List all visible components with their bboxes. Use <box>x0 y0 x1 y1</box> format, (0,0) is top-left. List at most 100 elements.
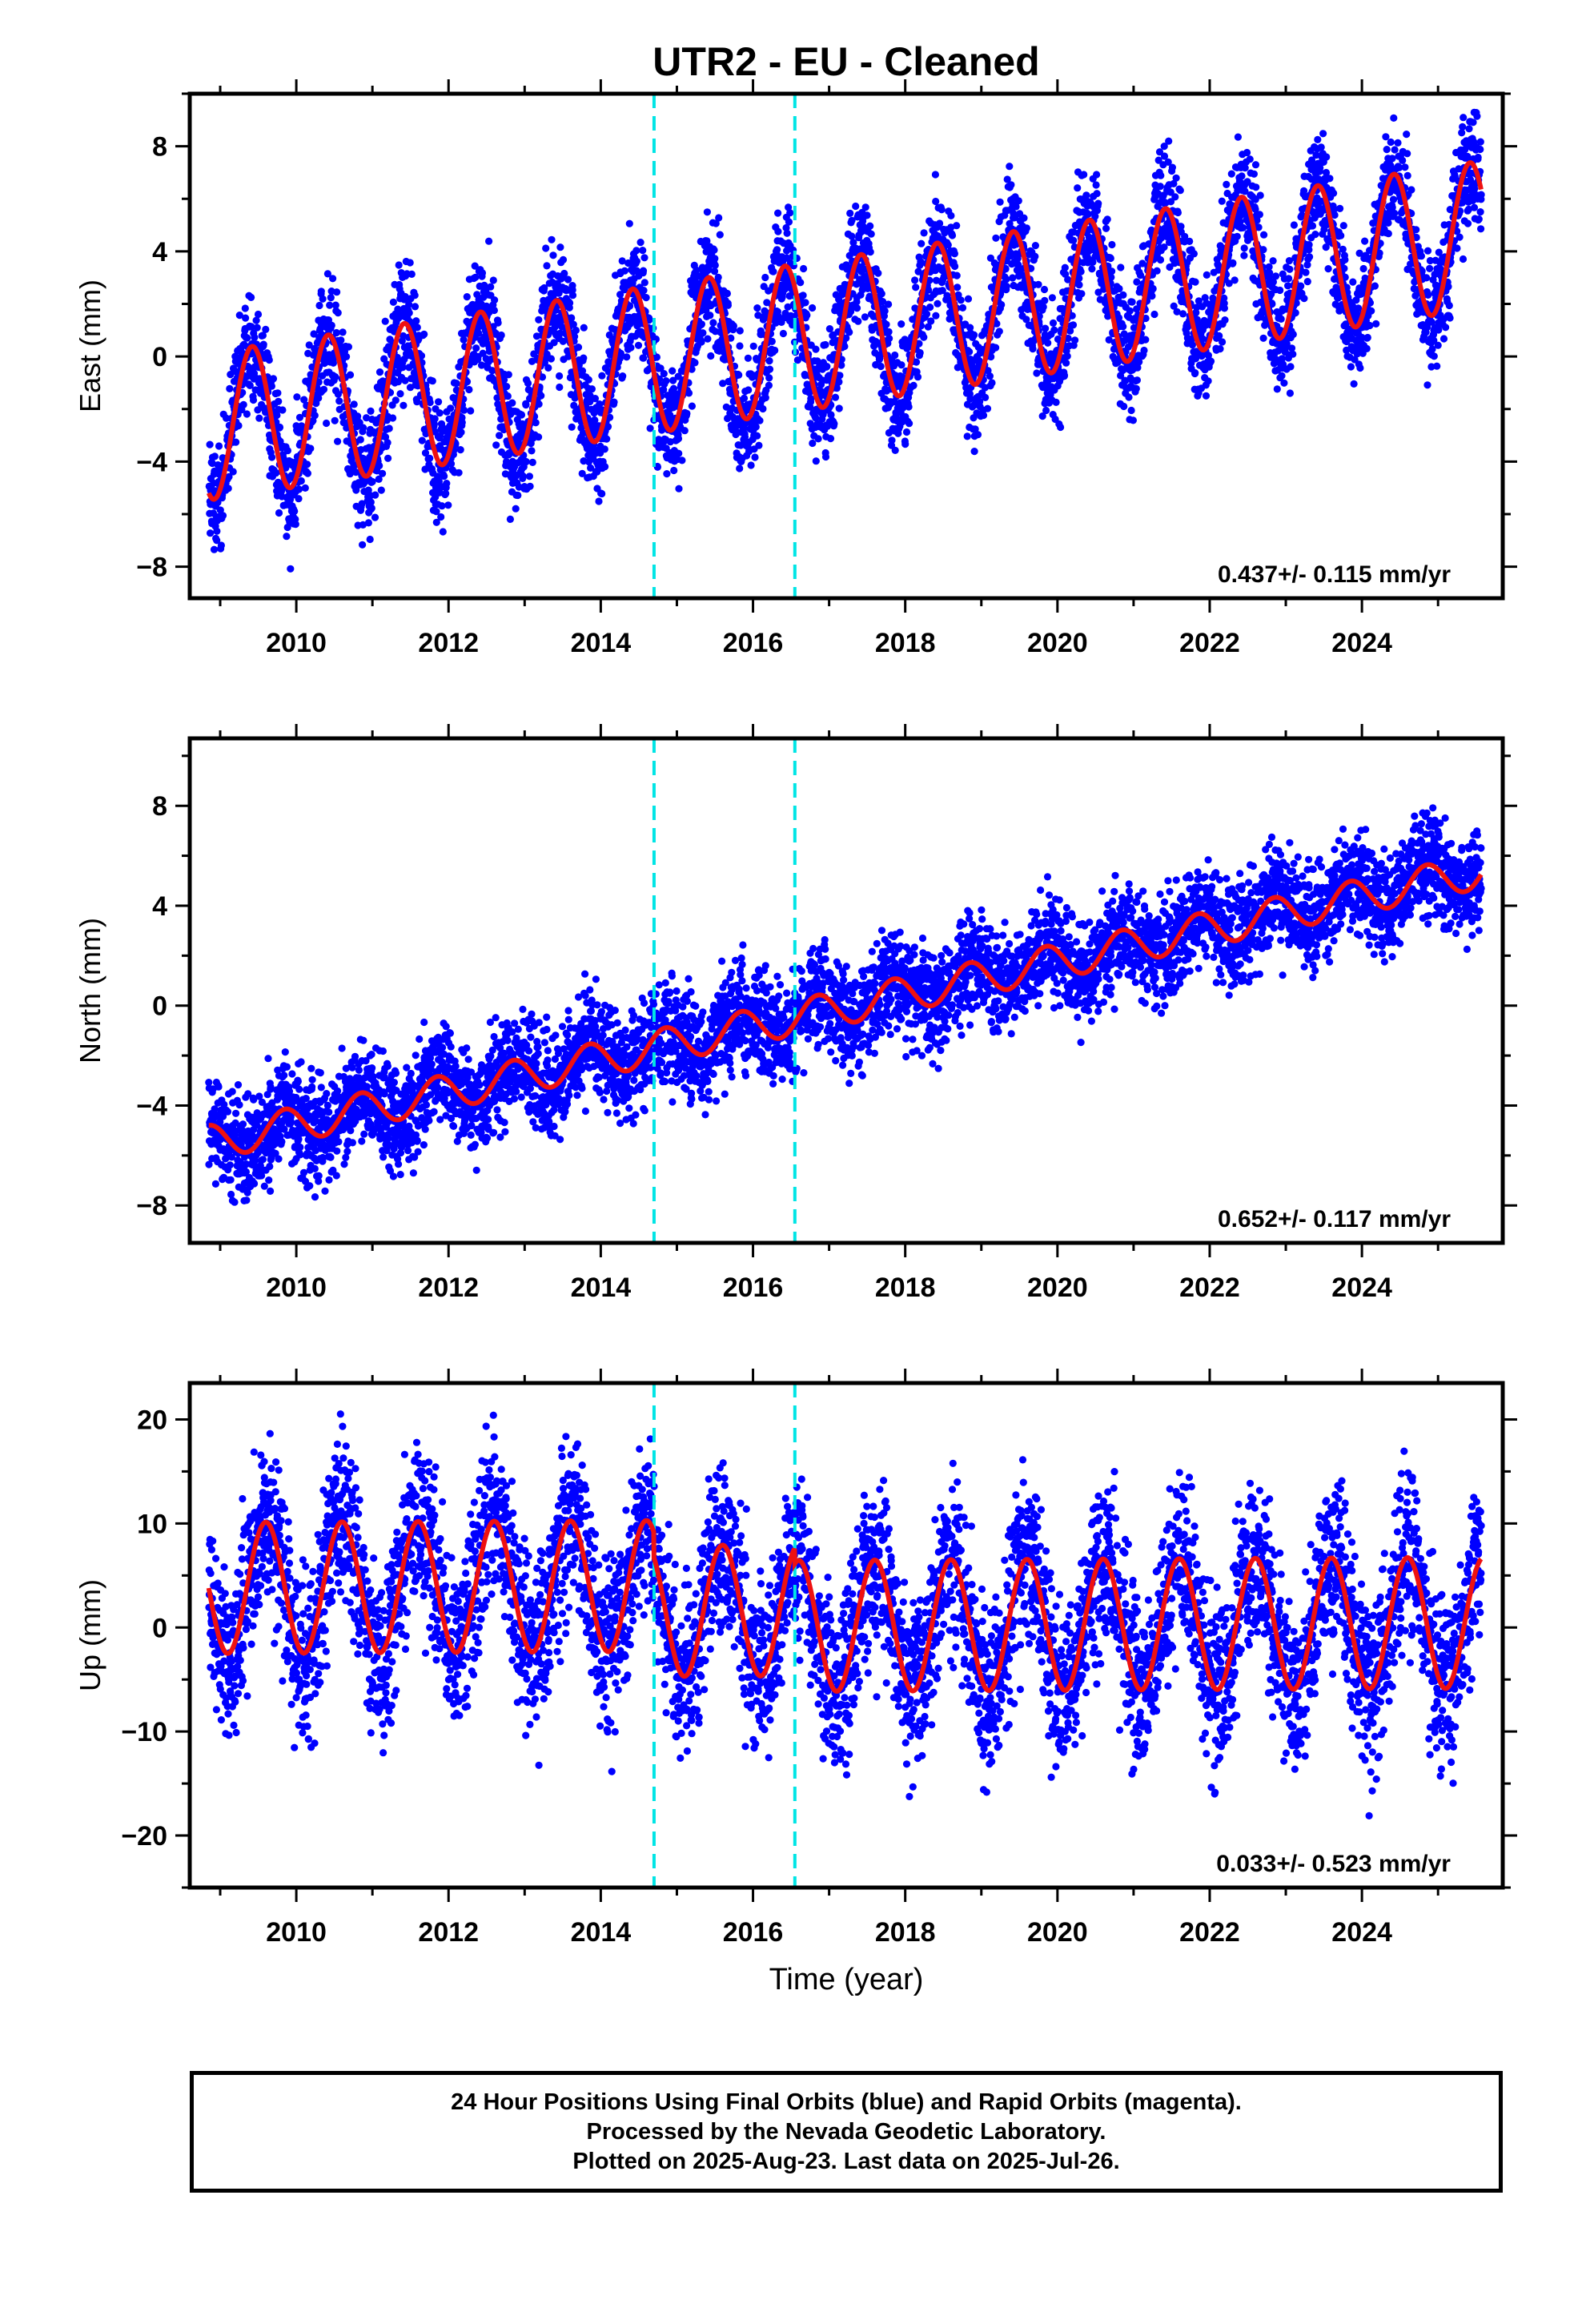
data-point <box>225 472 233 481</box>
data-point <box>311 412 319 420</box>
data-point <box>1306 253 1314 261</box>
data-point <box>1223 180 1231 188</box>
data-point <box>578 469 586 478</box>
data-point <box>716 231 724 239</box>
data-point <box>333 288 341 296</box>
data-point <box>1120 402 1128 411</box>
data-point <box>1082 191 1090 199</box>
data-point <box>229 468 237 476</box>
data-point <box>1276 286 1284 295</box>
data-point <box>911 276 919 284</box>
data-point <box>852 202 860 211</box>
data-point <box>432 518 440 526</box>
data-point <box>1034 280 1042 288</box>
data-point <box>293 393 301 401</box>
data-point <box>344 343 352 351</box>
data-point <box>1070 236 1078 244</box>
data-point <box>616 349 625 357</box>
data-point <box>1330 189 1338 197</box>
data-point <box>549 251 557 259</box>
panel-0: 2010 2012 2014 2016 2018 2020 2022 2024−8−4048E… <box>74 79 1517 658</box>
data-point <box>765 374 773 382</box>
data-point <box>912 283 920 292</box>
data-point <box>524 379 532 388</box>
data-point <box>1074 184 1082 192</box>
data-point <box>368 477 376 486</box>
data-point <box>1133 376 1141 384</box>
data-point <box>1002 275 1010 283</box>
data-point <box>259 332 267 340</box>
data-point <box>253 324 261 332</box>
data-point <box>1094 199 1102 207</box>
data-point <box>436 432 444 440</box>
data-point <box>1133 278 1141 286</box>
data-point <box>953 271 961 279</box>
data-point <box>699 329 707 337</box>
data-point <box>235 312 243 320</box>
data-point <box>375 461 383 470</box>
data-point <box>504 371 512 379</box>
data-point <box>371 491 379 499</box>
data-point <box>958 304 967 312</box>
data-point <box>979 412 988 420</box>
data-point <box>1040 285 1049 294</box>
data-point <box>526 482 534 490</box>
data-point <box>814 435 822 443</box>
data-point <box>535 400 543 408</box>
data-point <box>1106 254 1114 263</box>
data-point <box>604 423 612 431</box>
data-point <box>538 373 547 381</box>
data-point <box>430 420 439 428</box>
data-point <box>642 294 650 302</box>
data-point <box>522 401 530 409</box>
data-point <box>331 301 339 309</box>
data-point <box>210 545 219 553</box>
data-point <box>1289 330 1297 339</box>
data-point <box>494 319 502 327</box>
data-point <box>1084 210 1092 218</box>
data-point <box>588 385 596 393</box>
data-point <box>323 419 331 428</box>
data-point <box>812 345 820 353</box>
data-point <box>627 344 635 352</box>
data-point <box>1191 278 1199 286</box>
data-point <box>574 344 583 352</box>
data-point <box>1093 190 1101 198</box>
data-point <box>722 403 730 411</box>
data-point <box>568 292 577 300</box>
data-point <box>239 400 247 408</box>
data-point <box>556 243 564 251</box>
data-point <box>1280 379 1288 387</box>
data-point <box>384 454 392 462</box>
data-point <box>963 432 971 440</box>
data-point <box>568 286 576 294</box>
data-point <box>618 257 626 265</box>
data-point <box>1186 237 1194 245</box>
data-point <box>479 349 487 357</box>
data-point <box>1172 174 1180 182</box>
data-point <box>426 454 434 462</box>
data-point <box>1216 345 1224 353</box>
data-point <box>305 341 313 349</box>
data-point <box>579 429 587 437</box>
data-point <box>854 317 862 325</box>
data-point <box>605 331 613 339</box>
data-point <box>741 432 749 441</box>
data-point <box>315 301 323 310</box>
data-point <box>640 287 648 295</box>
data-point <box>1231 276 1239 284</box>
data-point <box>475 329 483 337</box>
data-point <box>652 353 661 361</box>
data-point <box>782 223 790 232</box>
data-point <box>517 411 526 419</box>
data-point <box>447 460 456 468</box>
data-point <box>207 529 215 537</box>
data-point <box>769 267 777 275</box>
data-point <box>1009 274 1017 282</box>
data-point <box>1128 298 1136 306</box>
data-point <box>1165 137 1173 145</box>
data-point <box>334 309 342 317</box>
data-point <box>472 344 480 352</box>
data-point <box>835 404 843 412</box>
data-point <box>710 267 719 275</box>
